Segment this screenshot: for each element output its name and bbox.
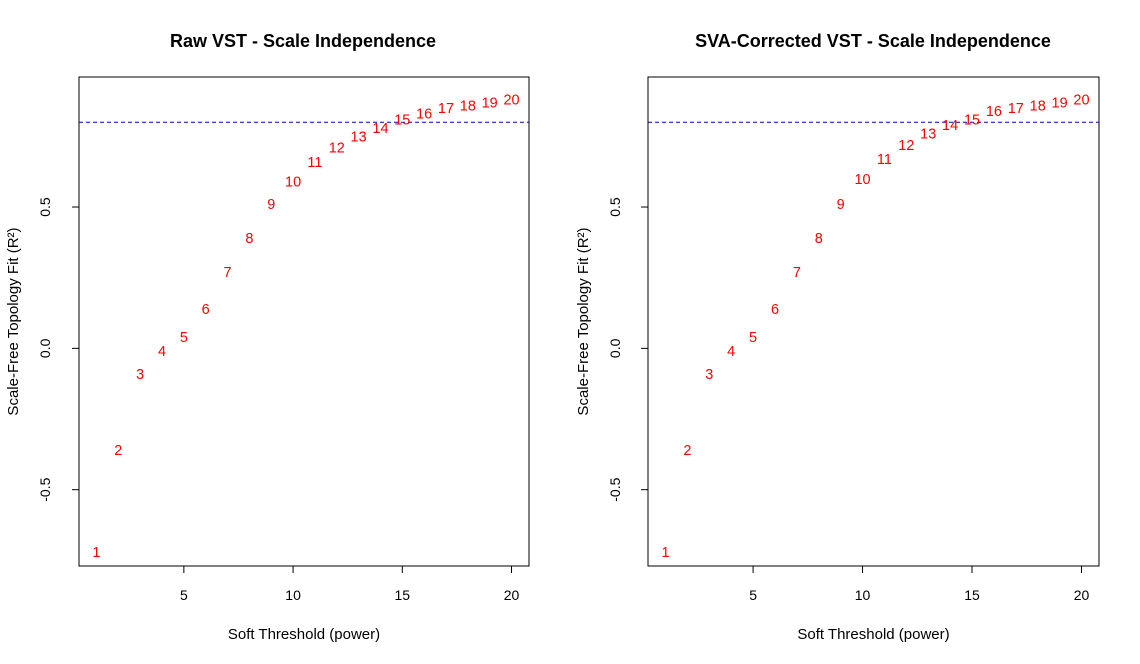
- x-tick-label: 20: [1074, 587, 1090, 603]
- point-label-8: 8: [245, 231, 253, 247]
- x-axis-label: Soft Threshold (power): [228, 626, 380, 643]
- point-label-10: 10: [285, 175, 301, 191]
- point-label-7: 7: [224, 265, 232, 281]
- x-tick-label: 5: [749, 587, 757, 603]
- point-label-13: 13: [920, 127, 936, 143]
- point-label-19: 19: [1052, 95, 1068, 111]
- point-label-3: 3: [705, 367, 713, 383]
- point-label-17: 17: [1008, 101, 1024, 117]
- point-label-18: 18: [460, 98, 476, 114]
- point-label-20: 20: [503, 93, 519, 109]
- point-label-13: 13: [351, 129, 367, 145]
- point-label-14: 14: [942, 118, 958, 134]
- y-tick-label: -0.5: [607, 477, 623, 501]
- x-tick-label: 15: [964, 587, 980, 603]
- chart-title: SVA-Corrected VST - Scale Independence: [695, 31, 1051, 51]
- plot-frame: [78, 76, 530, 567]
- point-label-11: 11: [307, 155, 322, 171]
- point-label-19: 19: [482, 95, 498, 111]
- panel-sva-corrected-vst: SVA-Corrected VST - Scale Independence 5 1…: [575, 31, 1100, 643]
- point-label-2: 2: [114, 443, 122, 459]
- point-label-16: 16: [416, 107, 432, 123]
- point-label-5: 5: [749, 330, 757, 346]
- plot-frame: [647, 76, 1100, 567]
- point-label-20: 20: [1073, 93, 1089, 109]
- point-label-6: 6: [771, 302, 779, 318]
- point-label-12: 12: [329, 141, 345, 157]
- point-label-4: 4: [158, 344, 166, 360]
- y-axis-label: Scale-Free Topology Fit (R²): [5, 227, 22, 415]
- point-label-15: 15: [964, 112, 980, 128]
- y-tick-label: 0.0: [607, 338, 623, 358]
- point-label-15: 15: [394, 112, 410, 128]
- point-label-12: 12: [898, 138, 914, 154]
- y-tick-label: 0.5: [607, 197, 623, 217]
- x-tick-label: 10: [285, 587, 301, 603]
- point-label-9: 9: [267, 197, 275, 213]
- x-tick-label: 10: [855, 587, 871, 603]
- point-label-6: 6: [202, 302, 210, 318]
- point-label-7: 7: [793, 265, 801, 281]
- x-axis-label: Soft Threshold (power): [797, 626, 949, 643]
- y-tick-label: -0.5: [37, 477, 53, 501]
- point-label-5: 5: [180, 330, 188, 346]
- point-label-8: 8: [815, 231, 823, 247]
- point-label-3: 3: [136, 367, 144, 383]
- y-axis-label: Scale-Free Topology Fit (R²): [575, 227, 592, 415]
- y-tick-label: 0.0: [37, 338, 53, 358]
- point-label-1: 1: [661, 545, 669, 561]
- point-label-14: 14: [372, 121, 388, 137]
- point-label-17: 17: [438, 101, 454, 117]
- x-tick-label: 20: [504, 587, 520, 603]
- point-label-9: 9: [837, 197, 845, 213]
- point-label-10: 10: [854, 172, 870, 188]
- x-tick-label: 5: [180, 587, 188, 603]
- point-label-16: 16: [986, 104, 1002, 120]
- point-label-1: 1: [92, 545, 100, 561]
- point-label-18: 18: [1030, 98, 1046, 114]
- x-tick-label: 15: [395, 587, 411, 603]
- chart-title: Raw VST - Scale Independence: [170, 31, 436, 51]
- y-tick-label: 0.5: [37, 197, 53, 217]
- point-label-11: 11: [877, 152, 892, 168]
- point-label-4: 4: [727, 344, 735, 360]
- point-label-2: 2: [683, 443, 691, 459]
